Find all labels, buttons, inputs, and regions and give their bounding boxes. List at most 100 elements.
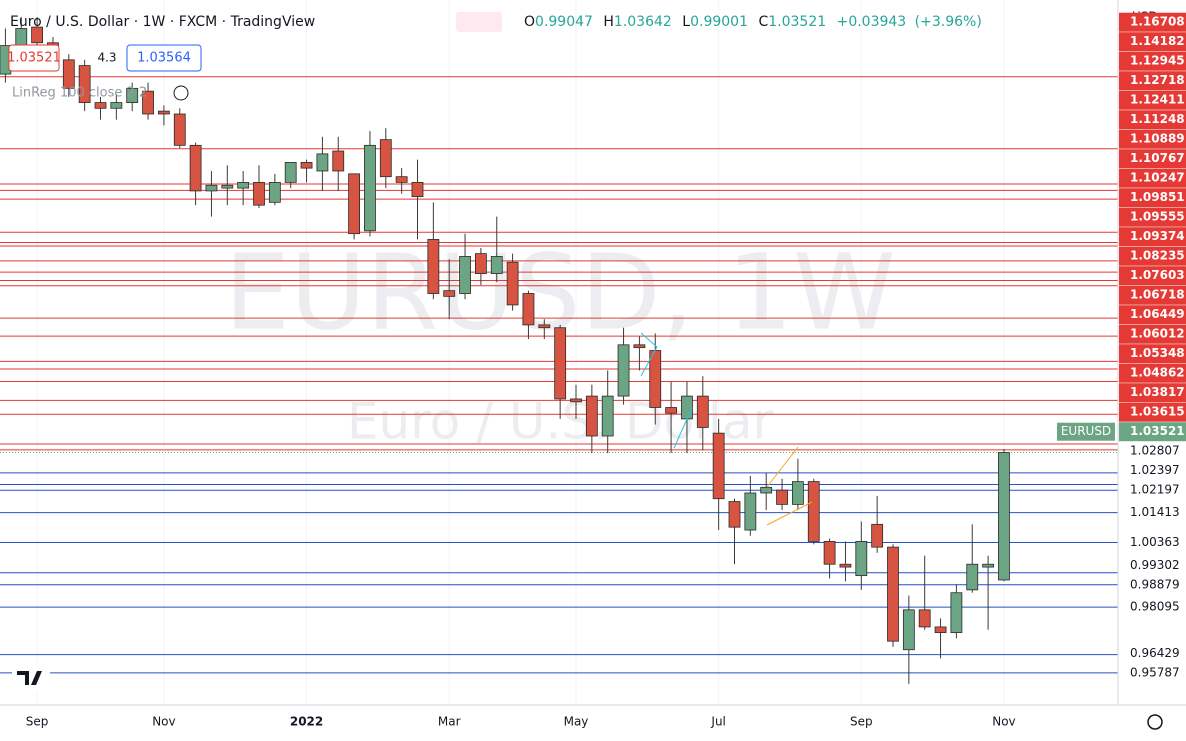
buy-button[interactable]: [126, 44, 202, 72]
price-label: 1.02807: [1130, 444, 1180, 458]
price-label-bg: [1119, 305, 1186, 325]
price-label: 1.02197: [1130, 483, 1180, 497]
candle-body: [807, 481, 820, 542]
ohlc-label: C: [758, 14, 768, 30]
candle-body: [776, 489, 788, 505]
price-label-bg: [1119, 71, 1186, 91]
price-label: 1.12945: [1130, 54, 1185, 68]
price-label-bg: [1119, 402, 1186, 422]
price-label-bg: [1119, 324, 1186, 344]
price-label-bg: [1119, 246, 1186, 266]
price-label: 1.06449: [1130, 307, 1185, 321]
sell-button[interactable]: [8, 44, 60, 72]
price-label: 1.06012: [1130, 327, 1185, 341]
candle-body: [110, 102, 123, 109]
candle-body: [665, 407, 677, 414]
candle-body: [348, 173, 361, 235]
candle-body: [332, 150, 345, 172]
price-label-bg: [1119, 503, 1186, 523]
candle-body: [601, 395, 614, 437]
indicator-toggle[interactable]: [456, 12, 502, 32]
price-label-bg: [1119, 266, 1186, 286]
candle-body: [157, 110, 170, 115]
candle-body: [902, 609, 915, 651]
price-label: 1.09851: [1130, 190, 1185, 204]
candle-body: [855, 541, 868, 577]
candle-body: [62, 59, 75, 89]
price-label-bg: [1119, 480, 1186, 500]
price-label-bg: [1119, 363, 1186, 383]
candles: [0, 17, 1010, 684]
candle-body: [966, 563, 979, 591]
price-label-bg: [1119, 90, 1186, 110]
change: +0.03943: [837, 14, 907, 30]
spread: 4.3: [97, 51, 116, 65]
price-label: 1.03615: [1130, 405, 1185, 419]
x-tick-label: Sep: [26, 715, 49, 729]
time-axis-bg: [0, 705, 1118, 741]
candle-body: [934, 626, 947, 634]
price-label-bg: [1119, 207, 1186, 227]
price-label: 1.01413: [1130, 505, 1180, 519]
hide-icon[interactable]: [173, 85, 189, 101]
price-label: 0.99302: [1130, 558, 1180, 572]
candle-body: [126, 87, 139, 103]
price-label-bg: [1119, 188, 1186, 208]
sell-price: 1.03521: [7, 51, 61, 66]
candle-body: [982, 563, 994, 568]
candle-body: [459, 256, 471, 294]
x-tick-label: Jul: [710, 715, 725, 729]
price-label-bg: [1119, 643, 1186, 663]
price-label: 1.09374: [1130, 229, 1185, 243]
price-label-bg: [1119, 51, 1186, 71]
price-label: 0.98879: [1130, 577, 1180, 591]
candle-body: [490, 256, 503, 274]
ohlc-readout: O0.99047 H1.03642 L0.99001 C1.03521 +0.0…: [524, 14, 982, 30]
price-label-bg: [1119, 344, 1186, 364]
settings-icon[interactable]: [1147, 714, 1163, 730]
symbol-tag-bg: [1057, 422, 1115, 441]
candle-body: [205, 184, 218, 192]
ohlc-label: O: [524, 14, 535, 30]
candle-body: [998, 452, 1010, 581]
price-label: 1.05348: [1130, 346, 1185, 360]
candle-body: [839, 563, 852, 568]
candle-body: [284, 162, 297, 183]
candle-body: [744, 492, 757, 531]
drawing-flag: [766, 446, 799, 488]
price-label: 1.10767: [1130, 151, 1185, 165]
price-label: 1.10247: [1130, 171, 1185, 185]
price-label-bg: [1119, 597, 1186, 617]
candle-body: [696, 395, 709, 428]
candle-body: [253, 181, 265, 206]
indicator-label[interactable]: LinReg 100 close 2 2: [12, 86, 147, 101]
x-tick-label: May: [564, 715, 589, 729]
price-label: 1.10889: [1130, 132, 1185, 146]
candle-body: [538, 324, 551, 329]
price-label: 0.95787: [1130, 665, 1180, 679]
price-label-bg: [1119, 663, 1186, 683]
x-tick-label: 2022: [290, 715, 323, 729]
price-label: 1.12718: [1130, 73, 1185, 87]
price-label-bg: [1119, 129, 1186, 149]
candle-body: [173, 113, 186, 146]
candle-body: [887, 546, 899, 642]
price-label: 1.00363: [1130, 535, 1180, 549]
candle-body: [15, 28, 28, 46]
price-label: 1.06718: [1130, 288, 1185, 302]
candle-body: [31, 26, 44, 44]
candle-body: [300, 162, 313, 169]
logo[interactable]: [12, 664, 50, 692]
candle-body: [268, 181, 281, 203]
x-tick-label: Nov: [152, 715, 175, 729]
candle-body: [712, 432, 725, 500]
candle-body: [142, 90, 154, 115]
symbol-title[interactable]: Euro / U.S. Dollar · 1W · FXCM · Trading…: [10, 14, 315, 30]
drawing-line: [673, 407, 693, 449]
candle-body: [78, 65, 91, 103]
price-label-bg: [1119, 383, 1186, 403]
logo-mark: [17, 671, 42, 685]
price-label-bg: [1119, 110, 1186, 130]
candle-body: [570, 398, 582, 403]
